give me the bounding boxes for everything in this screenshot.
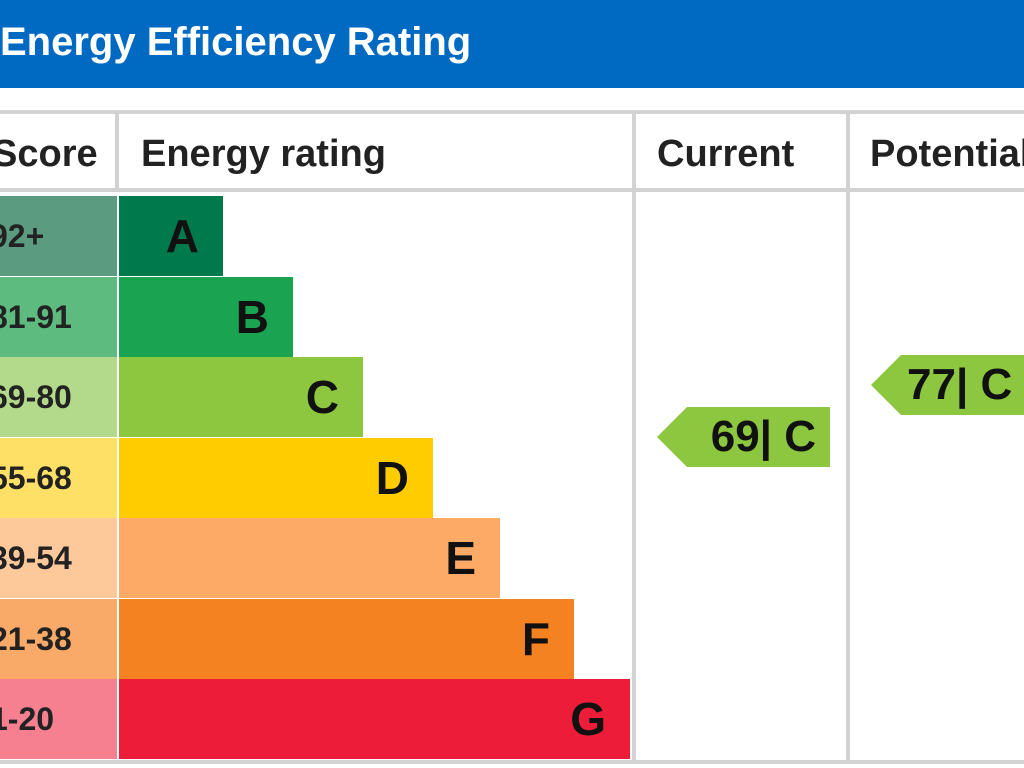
border — [846, 110, 850, 764]
score-bg — [0, 437, 117, 518]
current-rating: 69| C — [657, 407, 830, 467]
column-header: Current — [657, 133, 795, 175]
border — [0, 188, 1024, 192]
rating-bar: E — [119, 518, 500, 598]
score-label: 69-80 — [0, 379, 72, 415]
score-label: 21-38 — [0, 620, 72, 657]
column-header: Potential — [870, 133, 1024, 175]
rating-bar: A — [119, 196, 223, 276]
border — [115, 110, 119, 192]
column-header: Energy rating — [141, 133, 386, 175]
border — [632, 110, 636, 764]
score-bg — [0, 598, 117, 679]
score-label: 39-54 — [0, 540, 72, 576]
score-label: 1-20 — [0, 701, 55, 737]
score-bg — [0, 518, 117, 598]
rating-bar: G — [119, 679, 630, 759]
rating-bar: C — [119, 357, 363, 437]
score-bg — [0, 276, 117, 357]
title-bar: Energy Efficiency Rating — [0, 0, 1024, 88]
potential-rating: 77| C — [871, 355, 1024, 415]
score-bg — [0, 196, 117, 276]
score-label: 81-91 — [0, 298, 72, 335]
column-header: Score — [0, 133, 98, 175]
border — [0, 110, 1024, 114]
score-label: 92+ — [0, 218, 45, 254]
title: Energy Efficiency Rating — [0, 20, 472, 64]
border — [0, 760, 1024, 764]
rating-bar: F — [119, 598, 574, 679]
score-bg — [0, 679, 117, 759]
score-label: 55-68 — [0, 459, 72, 496]
score-bg — [0, 357, 117, 437]
rating-bar: B — [119, 276, 293, 357]
rating-bar: D — [119, 437, 433, 518]
